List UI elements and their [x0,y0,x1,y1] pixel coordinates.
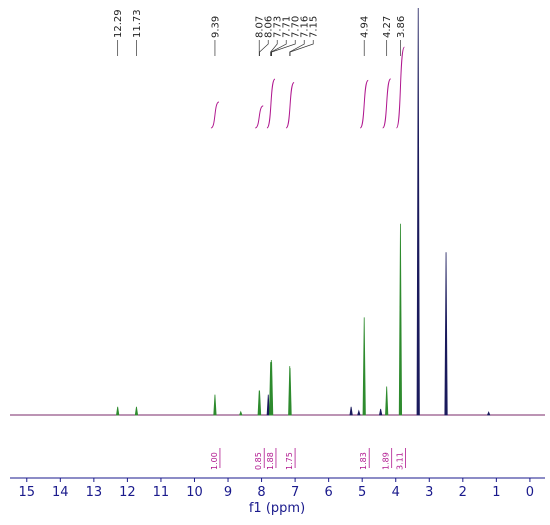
peak [486,411,491,416]
integral-label: 3.11 [395,452,404,470]
peak [362,317,366,416]
peak-leader [259,40,269,56]
integral-label: 1.89 [382,452,391,470]
x-tick-label: 3 [425,485,433,500]
x-tick-label: 14 [52,485,69,500]
peak [270,362,274,416]
integral-label: 0.85 [254,452,263,470]
peak-leader [270,40,278,56]
peak [385,386,389,416]
integral-label: 1.75 [285,452,294,470]
x-tick-label: 7 [291,485,299,500]
integral-curve [395,46,405,129]
peak-leader [289,40,314,56]
peak [266,394,270,416]
integral-curve [359,79,369,129]
peak [349,406,353,416]
x-tick-label: 2 [459,485,467,500]
peak-label: 3.86 [396,16,407,38]
peak [116,406,120,416]
integral-label: 1.88 [266,452,275,470]
x-axis-label: f1 (ppm) [249,501,305,516]
integral-label: 1.83 [359,452,368,470]
x-tick-label: 0 [526,485,534,500]
peak-label: 4.27 [382,16,393,38]
peak [357,409,361,416]
peak [238,410,243,416]
x-tick-label: 1 [492,485,500,500]
peak [444,252,448,416]
x-tick-label: 6 [325,485,333,500]
integral-curve [382,78,392,129]
x-tick-label: 15 [18,485,35,500]
peak-leader [271,40,296,56]
x-tick-label: 11 [153,485,170,500]
x-tick-label: 10 [186,485,203,500]
x-tick-label: 4 [392,485,400,500]
x-tick-label: 12 [119,485,136,500]
peak-label: 7.73 [273,16,284,38]
peak [398,223,403,416]
x-tick-label: 5 [358,485,366,500]
peak [416,7,420,416]
peak [378,408,383,416]
x-tick-label: 9 [224,485,232,500]
integral-curve [266,78,276,129]
integral-curve [210,101,220,129]
peak-label: 12.29 [113,9,124,38]
peak [257,390,262,416]
integral-label: 1.00 [210,452,219,470]
peak-label: 7.70 [291,16,302,38]
peak [213,394,217,416]
x-tick-label: 8 [257,485,265,500]
peak [134,406,139,416]
integral-curve [285,82,295,129]
peak-label: 7.16 [300,16,311,38]
x-tick-label: 13 [86,485,103,500]
peak-label: 8.07 [255,16,266,38]
peak [288,368,292,416]
peak-label: 8.06 [264,16,275,38]
peak-label: 7.71 [282,16,293,38]
peak-label: 7.15 [309,16,320,38]
peak-label: 9.39 [210,16,221,38]
integral-curve [254,105,264,129]
peak-label: 11.73 [132,9,143,38]
peak-label: 4.94 [360,16,371,38]
